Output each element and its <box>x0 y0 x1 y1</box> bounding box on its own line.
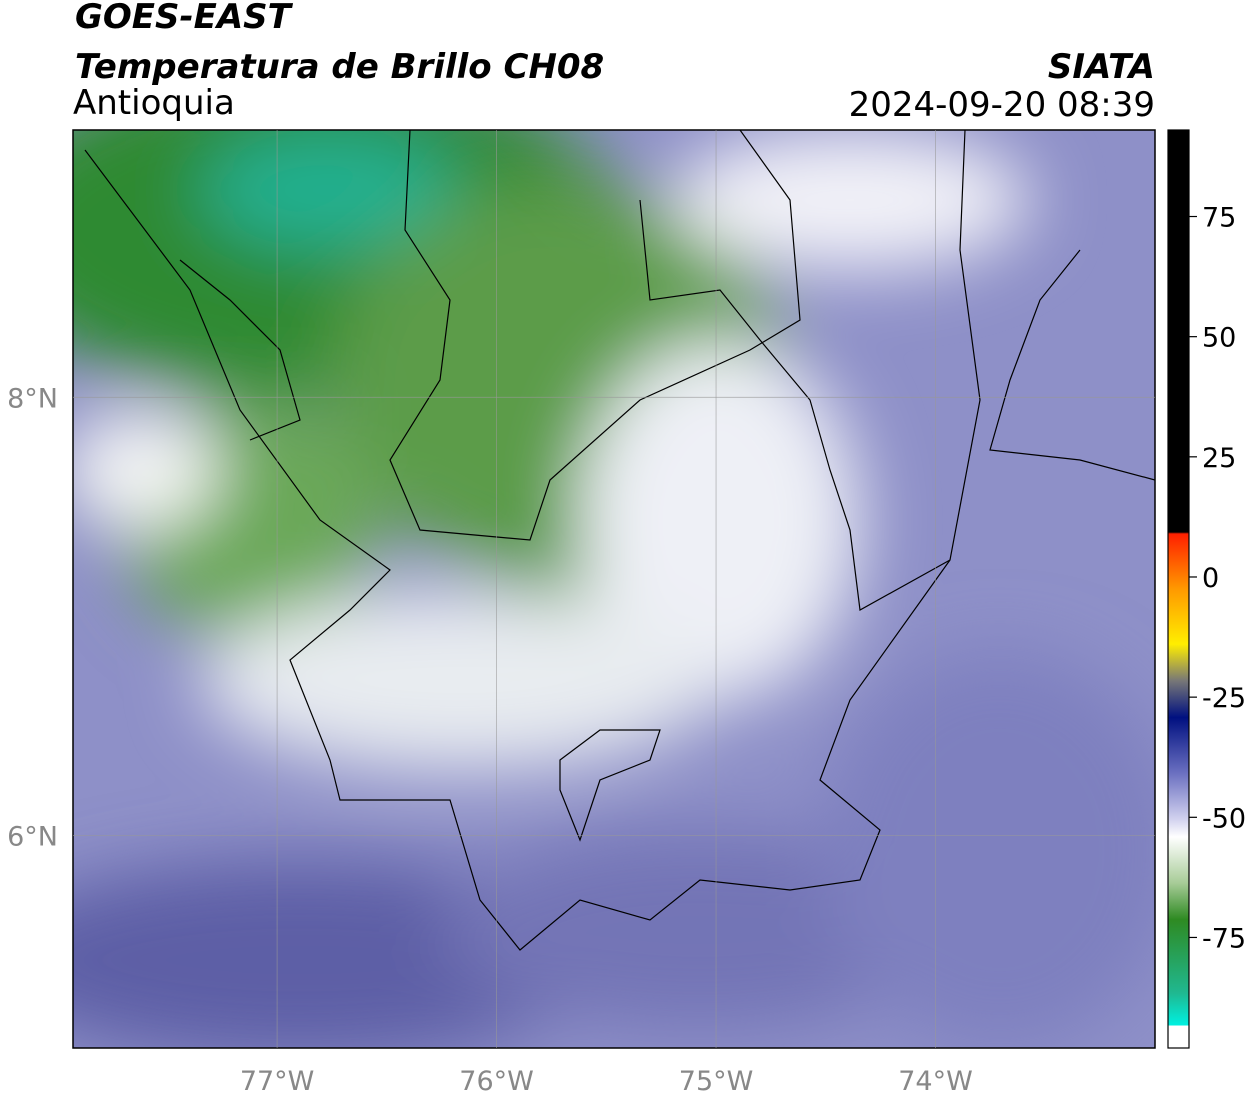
datetime: 2024-09-20 08:39 <box>849 85 1155 125</box>
x-tick-label: 75°W <box>679 1066 754 1097</box>
colorbar-tick-label: 50 <box>1202 323 1236 354</box>
colorbar-tick-label: -25 <box>1202 683 1246 714</box>
x-tick-label: 76°W <box>459 1066 534 1097</box>
region: Antioquia <box>73 83 235 123</box>
colorbar-tick-label: -50 <box>1202 803 1246 834</box>
organization: SIATA <box>1048 47 1155 87</box>
x-tick-label: 74°W <box>898 1066 973 1097</box>
title: GOES-EAST <box>75 0 294 37</box>
subtitle: Temperatura de Brillo CH08 <box>75 47 604 87</box>
satellite-image <box>73 130 1155 1048</box>
colorbar <box>1167 129 1190 1049</box>
y-tick-label: 8°N <box>7 383 58 414</box>
y-tick-label: 6°N <box>7 821 58 852</box>
colorbar-tick-label: 0 <box>1202 563 1219 594</box>
colorbar-tick-label: -75 <box>1202 923 1246 954</box>
x-tick-label: 77°W <box>240 1066 315 1097</box>
colorbar-tick-label: 25 <box>1202 443 1236 474</box>
colorbar-tick-label: 75 <box>1202 203 1236 234</box>
map-frame <box>72 129 1156 1049</box>
